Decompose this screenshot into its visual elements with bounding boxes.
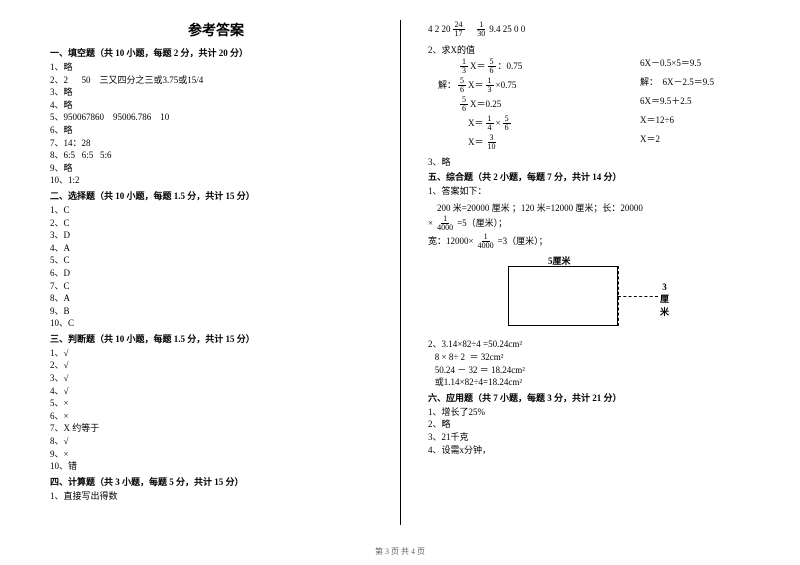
fill-2: 2、2 50 三又四分之三或3.75或15/4 (50, 74, 382, 87)
seg: × (496, 118, 501, 129)
judge-6: 6、× (50, 410, 382, 423)
fill-10: 10、1:2 (50, 174, 382, 187)
seg: X＝ (468, 80, 484, 91)
frac-5-6d: 56 (503, 115, 511, 132)
calc-1-heading: 1、直接写出得数 (50, 490, 382, 503)
frac-5-6b: 56 (458, 77, 466, 94)
judge-1: 1、√ (50, 347, 382, 360)
judge-9: 9、× (50, 448, 382, 461)
seg: X＝ (470, 61, 486, 72)
comp-2b: 8 × 8÷ 2 ＝ 32cm² (428, 351, 760, 364)
judge-10: 10、错 (50, 460, 382, 473)
frac-1-4000b: 14000 (476, 233, 496, 250)
calc-row-tail: 9.4 25 0 0 (489, 24, 525, 35)
choice-10: 10、C (50, 317, 382, 330)
seg: =3（厘米）； (498, 236, 548, 247)
rect-shape (508, 266, 618, 326)
seg: ×0.75 (496, 80, 517, 91)
choice-5: 5、C (50, 254, 382, 267)
comp-1-l4: 宽：12000× 14000 =3（厘米）； (428, 233, 760, 250)
calc-row-numbers: 4 2 20 2417 130 9.4 25 0 0 (428, 21, 760, 38)
eq-row-5: X＝ 310 X＝2 (428, 133, 760, 152)
judge-5: 5、× (50, 397, 382, 410)
doc-title: 参考答案 (50, 20, 382, 40)
frac-1-4000a: 14000 (435, 215, 455, 232)
section-4-heading: 四、计算题（共 3 小题，每题 5 分，共计 15 分） (50, 475, 382, 488)
judge-4: 4、√ (50, 385, 382, 398)
page-footer: 第 3 页 共 4 页 (0, 546, 800, 557)
choice-2: 2、C (50, 217, 382, 230)
judge-8: 8、√ (50, 435, 382, 448)
app-2: 2、略 (428, 418, 760, 431)
choice-9: 9、B (50, 305, 382, 318)
right-column: 4 2 20 2417 130 9.4 25 0 0 2、求X的值 13 X＝ … (412, 20, 760, 525)
fill-5: 5、950067860 95006.786 10 (50, 111, 382, 124)
seg: 解： (438, 80, 456, 91)
eq-row-3: 56 X＝0.25 6X＝9.5＋2.5 (428, 95, 760, 114)
comp-1-l2: 200 米=20000 厘米 ；120 米=12000 厘米；长：20000 (428, 202, 760, 215)
section-6-heading: 六、应用题（共 7 小题，每题 3 分，共计 21 分） (428, 391, 760, 404)
seg: ：0.75 (498, 61, 523, 72)
eq-row-2: 解： 56 X＝ 13 ×0.75 解： 6X－2.5＝9.5 (428, 76, 760, 95)
comp-2a: 2、3.14×82÷4 =50.24cm² (428, 338, 760, 351)
frac-1-3b: 13 (486, 77, 494, 94)
choice-8: 8、A (50, 292, 382, 305)
seg: × (428, 218, 433, 229)
seg: =5（厘米）； (457, 218, 507, 229)
judge-3: 3、√ (50, 372, 382, 385)
fill-1: 1、略 (50, 61, 382, 74)
fill-6: 6、略 (50, 124, 382, 137)
frac-1-4: 14 (486, 115, 494, 132)
eq-r1: 6X－0.5×5＝9.5 (640, 57, 760, 76)
left-column: 参考答案 一、填空题（共 10 小题，每题 2 分，共计 20 分） 1、略 2… (50, 20, 392, 525)
frac-1-3a: 13 (460, 58, 468, 75)
section-5-heading: 五、综合题（共 2 小题，每题 7 分，共计 14 分） (428, 170, 760, 183)
choice-7: 7、C (50, 280, 382, 293)
rectangle-diagram: 5厘米 3 厘 米 (488, 254, 668, 334)
fill-4: 4、略 (50, 99, 382, 112)
frac-5-6a: 56 (488, 58, 496, 75)
app-1: 1、增长了25% (428, 406, 760, 419)
frac-24-17: 2417 (453, 21, 465, 38)
seg: X＝ (468, 137, 484, 148)
label-3cm: 3 厘 米 (660, 282, 669, 318)
section-2-heading: 二、选择题（共 10 小题，每题 1.5 分，共计 15 分） (50, 189, 382, 202)
eq-r5: X＝2 (640, 133, 760, 152)
choice-6: 6、D (50, 267, 382, 280)
comp-2d: 或1.14×82÷4=18.24cm² (428, 376, 760, 389)
judge-7: 7、X 约等于 (50, 422, 382, 435)
calc-3: 3、略 (428, 156, 760, 169)
section-3-heading: 三、判断题（共 10 小题，每题 1.5 分，共计 15 分） (50, 332, 382, 345)
choice-3: 3、D (50, 229, 382, 242)
seg: X＝0.25 (470, 99, 501, 110)
app-4: 4、设需x分钟， (428, 444, 760, 457)
section-1-heading: 一、填空题（共 10 小题，每题 2 分，共计 20 分） (50, 46, 382, 59)
column-divider (400, 20, 401, 525)
eq-row-4: X＝ 14 × 56 X＝12÷6 (428, 114, 760, 133)
fill-8: 8、6:5 6:5 5:6 (50, 149, 382, 162)
eq-r4: X＝12÷6 (640, 114, 760, 133)
frac-3-10: 310 (486, 134, 498, 151)
fill-9: 9、略 (50, 162, 382, 175)
choice-4: 4、A (50, 242, 382, 255)
comp-1-l3: × 14000 =5（厘米）； (428, 215, 760, 232)
frac-1-30: 130 (475, 21, 487, 38)
eq-row-1: 13 X＝ 56 ：0.75 6X－0.5×5＝9.5 (428, 57, 760, 76)
eq-r3: 6X＝9.5＋2.5 (640, 95, 760, 114)
calc-row-lead: 4 2 20 (428, 24, 451, 35)
dash-horizontal (618, 296, 658, 297)
fill-7: 7、14：28 (50, 137, 382, 150)
choice-1: 1、C (50, 204, 382, 217)
calc-2-heading: 2、求X的值 (428, 44, 760, 57)
frac-5-6c: 56 (460, 96, 468, 113)
judge-2: 2、√ (50, 359, 382, 372)
seg: 宽：12000× (428, 236, 474, 247)
comp-1-h: 1、答案如下： (428, 185, 760, 198)
eq-r2: 解： 6X－2.5＝9.5 (640, 76, 760, 95)
comp-2c: 50.24 － 32 ＝ 18.24cm² (428, 364, 760, 377)
app-3: 3、21千克 (428, 431, 760, 444)
fill-3: 3、略 (50, 86, 382, 99)
seg: X＝ (468, 118, 484, 129)
